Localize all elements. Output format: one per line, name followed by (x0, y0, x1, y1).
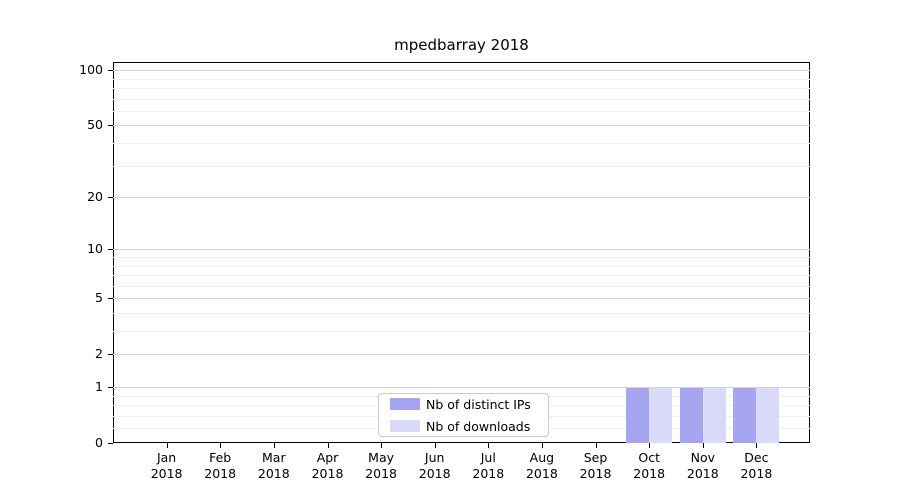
y-tick-label: 2 (95, 346, 103, 362)
x-tick-mark (220, 443, 222, 448)
y-tick-label: 10 (87, 241, 103, 257)
x-tick-mark (273, 443, 275, 448)
x-tick-mark (166, 443, 168, 448)
y-tick-label: 0 (95, 435, 103, 450)
y-tick-label: 1 (95, 379, 103, 394)
x-tick-label: Oct 2018 (633, 450, 666, 481)
bar-nb-of-downloads-dec (756, 388, 780, 443)
gridline-minor (113, 78, 810, 80)
legend-swatch-nb-of-downloads (390, 420, 420, 432)
x-tick-mark (595, 443, 597, 448)
legend: Nb of distinct IPs Nb of downloads (378, 393, 549, 437)
y-tick-label: 50 (87, 117, 103, 133)
x-tick-label: Sep 2018 (579, 450, 612, 481)
y-tick-mark (108, 387, 113, 388)
legend-label: Nb of downloads (426, 418, 531, 434)
x-tick-label: Feb 2018 (204, 450, 237, 481)
legend-entry: Nb of downloads (379, 419, 548, 434)
y-tick-label: 100 (79, 62, 103, 78)
y-tick-mark (108, 443, 113, 444)
bar-nb-of-distinct-ips-dec (733, 388, 757, 443)
y-tick-label: 20 (87, 189, 103, 205)
x-tick-mark (702, 443, 704, 448)
gridline-minor (113, 257, 810, 258)
legend-entry: Nb of distinct IPs (379, 397, 548, 412)
x-tick-mark (434, 443, 436, 448)
y-tick-mark (108, 249, 113, 251)
x-tick-mark (327, 443, 329, 448)
gridline-major (113, 298, 810, 300)
x-tick-label: Jun 2018 (418, 450, 451, 481)
gridline-major (113, 354, 810, 356)
gridline-minor (113, 98, 810, 100)
y-tick-mark (108, 298, 113, 300)
x-tick-label: Mar 2018 (257, 450, 290, 481)
x-tick-label: Apr 2018 (311, 450, 344, 481)
x-tick-mark (488, 443, 490, 448)
gridline-major (113, 197, 810, 199)
gridline-minor (113, 88, 810, 89)
chart-title: mpedbarray 2018 (394, 36, 529, 54)
legend-label: Nb of distinct IPs (426, 396, 531, 412)
x-tick-label: Jan 2018 (150, 450, 183, 481)
x-tick-mark (756, 443, 758, 448)
x-tick-mark (649, 443, 651, 448)
gridline-major (113, 125, 810, 127)
gridline-major (113, 70, 810, 72)
legend-swatch-nb-of-distinct-ips (390, 398, 420, 410)
bar-nb-of-distinct-ips-oct (626, 388, 650, 443)
x-tick-mark (381, 443, 383, 448)
plot-area (113, 62, 810, 443)
gridline-major (113, 249, 810, 251)
x-tick-label: Aug 2018 (525, 450, 558, 481)
x-tick-label: May 2018 (365, 450, 397, 481)
x-tick-label: Dec 2018 (740, 450, 773, 481)
gridline-minor (113, 331, 810, 332)
gridline-minor (113, 265, 810, 267)
y-tick-mark (108, 354, 113, 356)
x-tick-label: Jul 2018 (472, 450, 505, 481)
gridline-minor (113, 165, 810, 167)
gridline-minor (113, 285, 810, 287)
bar-nb-of-distinct-ips-nov (679, 388, 703, 443)
bar-nb-of-downloads-nov (702, 388, 726, 443)
y-tick-mark (108, 125, 113, 127)
y-tick-mark (108, 70, 113, 72)
y-tick-mark (108, 197, 113, 199)
x-tick-mark (541, 443, 543, 448)
gridline-minor (113, 313, 810, 314)
gridline-minor (113, 143, 810, 144)
gridline-major (113, 387, 810, 388)
gridline-minor (113, 110, 810, 112)
gridline-minor (113, 275, 810, 276)
y-tick-label: 5 (95, 290, 103, 306)
bar-nb-of-downloads-oct (649, 388, 673, 443)
x-tick-label: Nov 2018 (686, 450, 719, 481)
